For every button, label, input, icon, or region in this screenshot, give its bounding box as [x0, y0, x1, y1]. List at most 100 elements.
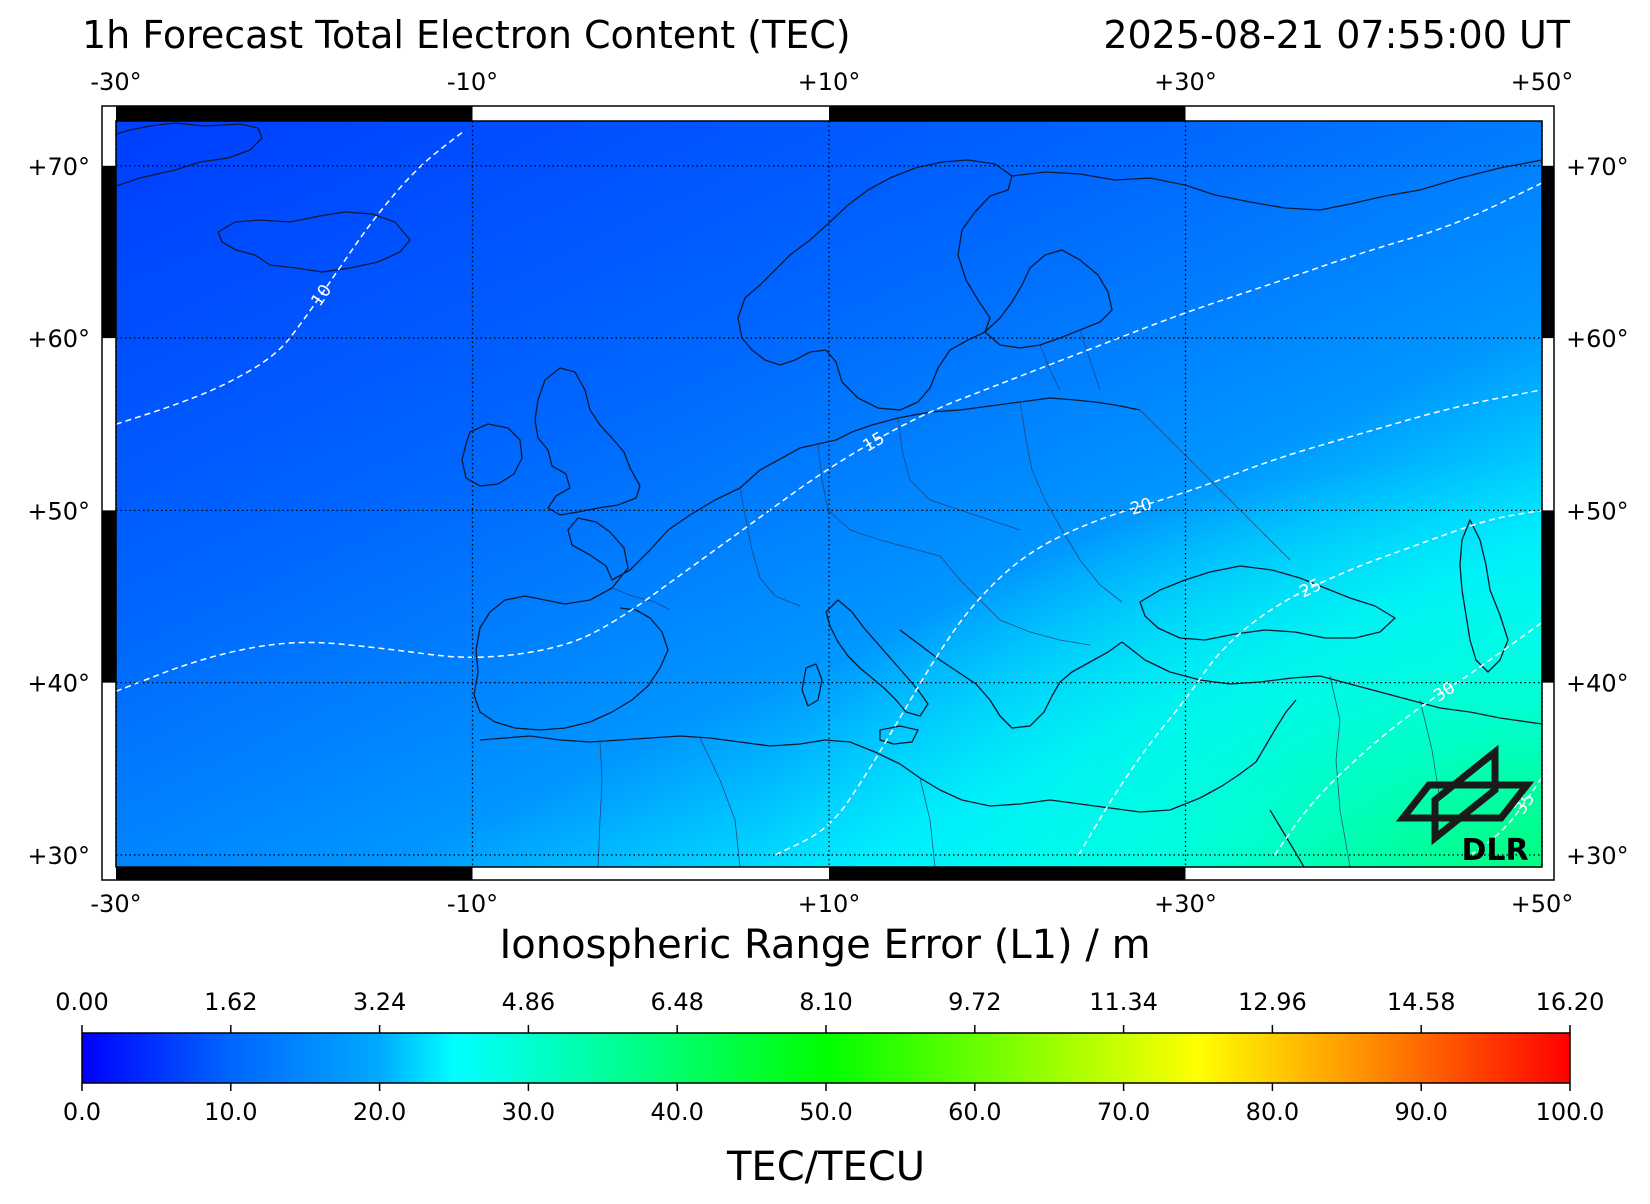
coastline-sardinia: [801, 663, 823, 707]
frame-segment-top: [829, 106, 1186, 121]
colorbar-bottom-tick-label: 0.0: [63, 1098, 101, 1126]
graticule: [115, 121, 1543, 867]
coastline-continent: [489, 397, 1141, 613]
coastline-italy: [825, 599, 929, 717]
frame-segment-bottom: [116, 867, 473, 880]
colorbar-bottom-tick-label: 50.0: [799, 1098, 852, 1126]
colorbar-top-tick-label: 6.48: [650, 988, 703, 1016]
lat-label-left: +40°: [27, 670, 90, 698]
dlr-logo-text: DLR: [1461, 833, 1528, 868]
contour-line-35: [1470, 776, 1542, 856]
tec-field-highlight: [116, 121, 1542, 867]
lon-label-top: +30°: [1154, 68, 1217, 96]
lon-label-top: +50°: [1511, 68, 1574, 96]
contour-line-10: [116, 130, 465, 425]
colorbar-top-tick-label: 12.96: [1238, 988, 1307, 1016]
lon-label-top: +10°: [798, 68, 861, 96]
country-borders: [597, 329, 1441, 867]
coastline-iberia: [473, 607, 669, 731]
contour-line-25: [1077, 509, 1542, 856]
coastline-balkans: [899, 629, 1123, 729]
coastline-caspian: [1459, 519, 1509, 673]
coastline-ireland: [461, 423, 523, 487]
dlr-logo-parallelogram: [1395, 781, 1535, 822]
coastline-finland: [984, 249, 1113, 349]
lon-label-top: -30°: [90, 68, 141, 96]
colorbar-bottom-tick-label: 90.0: [1394, 1098, 1447, 1126]
colorbar-top-tick-label: 16.20: [1536, 988, 1605, 1016]
colorbar-bottom-tick-label: 70.0: [1097, 1098, 1150, 1126]
colorbar-title-range-error: Ionospheric Range Error (L1) / m: [499, 922, 1150, 968]
lat-label-right: +60°: [1566, 325, 1629, 353]
colorbar-bottom-tick-label: 20.0: [353, 1098, 406, 1126]
contour-line-15: [116, 182, 1542, 692]
frame-segment-right: [1542, 510, 1554, 683]
dlr-logo: DLR: [1395, 744, 1535, 868]
colorbar-top-tick-label: 9.72: [948, 988, 1001, 1016]
lon-label-top: -10°: [447, 68, 498, 96]
latitude-labels: +30° +30° +40° +40° +50° +50° +60° +60° +70° +70°: [27, 153, 1628, 870]
colorbar-title-tecu: TEC/TECU: [726, 1144, 925, 1190]
lon-label-bottom: +50°: [1511, 890, 1574, 918]
lat-label-right: +70°: [1566, 153, 1629, 181]
forecast-timestamp: 2025-08-21 07:55:00 UT: [1103, 13, 1570, 57]
coastline-north-africa: [479, 735, 1257, 813]
dlr-logo-symbol: [1395, 744, 1535, 846]
lat-label-left: +60°: [27, 325, 90, 353]
colorbar-bottom-tick-label: 40.0: [650, 1098, 703, 1126]
coastline-anatolia: [1121, 641, 1542, 725]
colorbar-bottom-tick-label: 30.0: [502, 1098, 555, 1126]
lon-label-bottom: +30°: [1154, 890, 1217, 918]
frame-segment-right: [1542, 165, 1554, 339]
border-north-africa: [597, 737, 936, 867]
border-balkans: [939, 555, 1091, 646]
colorbar-bottom-tick-label: 10.0: [204, 1098, 257, 1126]
lat-label-left: +50°: [27, 497, 90, 525]
colorbar-bottom-ticks: 0.0 10.0 20.0 30.0 40.0 50.0 60.0 70.0 80.0 90.0 1…: [63, 1083, 1604, 1126]
lat-label-right: +30°: [1566, 842, 1629, 870]
frame-segment-bottom: [829, 867, 1186, 880]
colorbar-bottom-tick-label: 60.0: [948, 1098, 1001, 1126]
contour-line-30: [1273, 621, 1542, 856]
contour-line-20: [775, 389, 1542, 856]
figure-title: 1h Forecast Total Electron Content (TEC): [82, 13, 851, 57]
border-france-spain: [611, 587, 671, 611]
frame-segment-left: [102, 510, 116, 683]
longitude-labels: -30° -30° -10° -10° +10° +10° +30° +30° +50° +50°: [90, 68, 1573, 918]
coastline-greenland: [116, 122, 263, 187]
lon-label-bottom: +10°: [798, 890, 861, 918]
coastline-scandinavia: [737, 159, 1013, 411]
map-frame-segments: [102, 106, 1554, 880]
frame-segment-top: [116, 106, 473, 121]
lat-label-left: +70°: [27, 153, 90, 181]
colorbar-top-tick-label: 0.00: [55, 988, 108, 1016]
lon-label-bottom: -30°: [90, 890, 141, 918]
border-central-europe-2: [817, 443, 941, 557]
coastlines: [116, 122, 1542, 867]
colorbar-top-tick-label: 1.62: [204, 988, 257, 1016]
frame-segment-left: [102, 165, 116, 339]
lat-label-right: +40°: [1566, 670, 1629, 698]
colorbar-bottom-tick-label: 80.0: [1246, 1098, 1299, 1126]
colorbar-top-tick-label: 14.58: [1387, 988, 1456, 1016]
dlr-logo-kite: [1431, 744, 1499, 846]
colorbar-top-tick-label: 4.86: [502, 988, 555, 1016]
border-central-europe-1: [739, 487, 801, 607]
colorbar-top-tick-label: 8.10: [799, 988, 852, 1016]
border-baltics: [1039, 329, 1101, 391]
coastline-kola: [1011, 159, 1542, 211]
border-russia-ukraine: [1139, 409, 1291, 561]
coastline-sicily: [879, 725, 919, 745]
colorbar: [81, 1032, 1571, 1084]
colorbar-top-ticks: 0.00 1.62 3.24 4.86 6.48 8.10 9.72 11.34 12.96 14…: [55, 988, 1604, 1033]
colorbar-top-tick-label: 3.24: [353, 988, 406, 1016]
colorbar-top-tick-label: 11.34: [1089, 988, 1158, 1016]
coastline-levant: [1255, 699, 1305, 867]
border-central-europe-3: [897, 417, 1021, 531]
lat-label-right: +50°: [1566, 497, 1629, 525]
coastline-great-britain: [534, 367, 641, 516]
lon-label-bottom: -10°: [447, 890, 498, 918]
